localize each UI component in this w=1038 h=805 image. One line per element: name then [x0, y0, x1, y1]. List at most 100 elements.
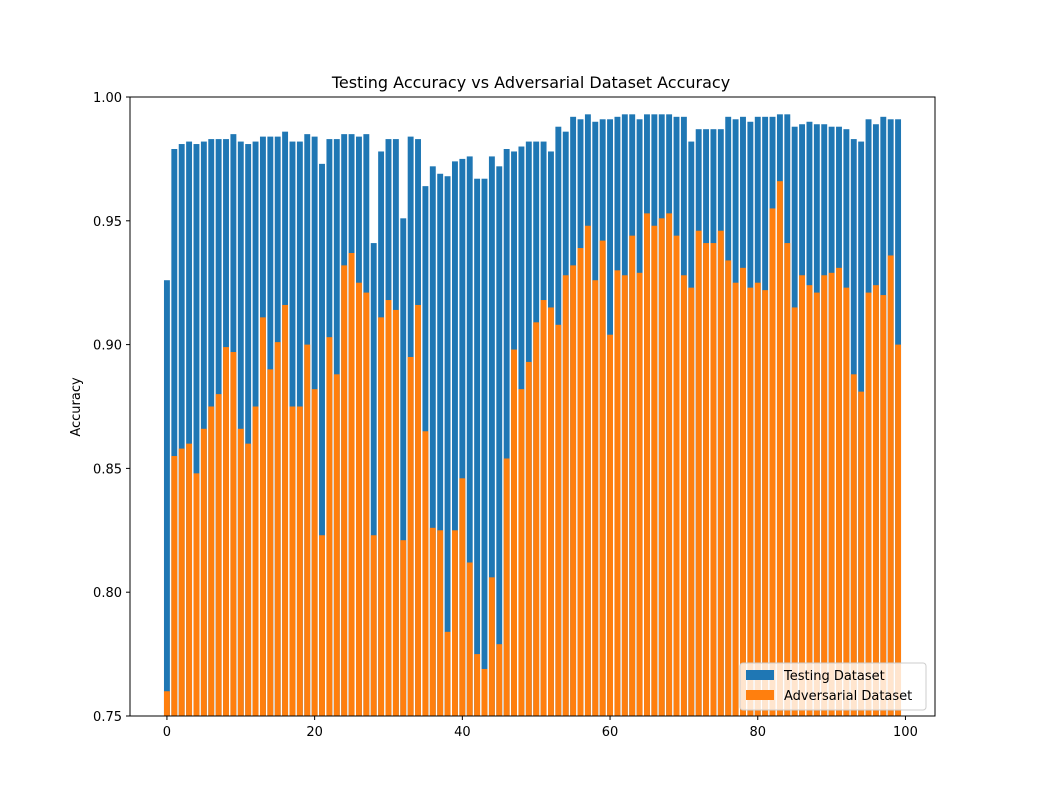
- adversarial-bar-80: [754, 282, 761, 716]
- adversarial-bar-11: [245, 443, 252, 716]
- adversarial-bar-67: [658, 218, 665, 716]
- x-tick-label-60: 60: [602, 725, 619, 740]
- adversarial-bar-10: [237, 428, 244, 716]
- adversarial-bar-68: [666, 213, 673, 716]
- adversarial-bar-4: [193, 473, 200, 716]
- adversarial-bar-16: [282, 304, 289, 716]
- testing-bar-36: [429, 166, 436, 716]
- testing-bar-32: [400, 218, 407, 716]
- adversarial-bar-61: [614, 270, 621, 716]
- adversarial-bar-74: [710, 243, 717, 716]
- testing-bar-40: [459, 158, 466, 716]
- adversarial-bar-15: [274, 342, 281, 716]
- adversarial-bar-54: [562, 275, 569, 716]
- x-tick-label-0: 0: [163, 725, 171, 740]
- adversarial-bar-47: [511, 349, 517, 716]
- adversarial-bar-20: [311, 389, 318, 716]
- testing-bar-2: [178, 144, 185, 717]
- adversarial-bar-56: [577, 248, 584, 717]
- legend-swatch-adversarial: [746, 690, 774, 700]
- adversarial-bar-95: [865, 292, 872, 716]
- legend-box: [739, 662, 927, 711]
- adversarial-bar-48: [518, 389, 525, 716]
- adversarial-bar-84: [784, 243, 791, 716]
- adversarial-bar-40: [459, 478, 466, 716]
- adversarial-bar-77: [732, 282, 739, 716]
- adversarial-bar-63: [629, 235, 636, 716]
- adversarial-bar-98: [887, 255, 894, 716]
- adversarial-bar-0: [163, 691, 170, 716]
- adversarial-bar-3: [186, 443, 193, 716]
- legend-label-testing: Testing Dataset: [783, 669, 885, 684]
- testing-bar-39: [452, 161, 458, 716]
- legend-label-adversarial: Adversarial Dataset: [784, 689, 912, 704]
- adversarial-bar-27: [363, 292, 370, 716]
- adversarial-bar-26: [355, 282, 362, 716]
- adversarial-bar-29: [378, 317, 385, 716]
- adversarial-bar-85: [791, 307, 798, 716]
- testing-bar-41: [466, 156, 473, 717]
- adversarial-bar-36: [429, 527, 436, 716]
- testing-bar-42: [474, 178, 481, 716]
- testing-bar-45: [496, 166, 503, 716]
- testing-bar-43: [481, 178, 488, 716]
- adversarial-bar-41: [466, 562, 473, 716]
- adversarial-bar-91: [836, 267, 842, 716]
- adversarial-bar-32: [400, 540, 407, 716]
- adversarial-bar-19: [304, 344, 311, 716]
- adversarial-bar-66: [651, 225, 658, 716]
- adversarial-bar-59: [599, 240, 606, 717]
- y-axis: 0.75 0.80 0.85 0.90 0.95 1.00: [93, 91, 130, 725]
- adversarial-bar-25: [348, 252, 355, 717]
- adversarial-bar-44: [488, 577, 495, 716]
- y-tick-label-0.80: 0.80: [93, 586, 122, 601]
- adversarial-bar-73: [703, 243, 710, 716]
- adversarial-bar-8: [223, 347, 229, 716]
- adversarial-bar-72: [695, 230, 702, 716]
- testing-bar-0: [163, 280, 170, 716]
- bars-layer: [163, 114, 902, 717]
- adversarial-bar-58: [592, 280, 599, 716]
- legend: Testing Dataset Adversarial Dataset: [739, 662, 927, 711]
- adversarial-bar-92: [843, 287, 850, 716]
- adversarial-bar-86: [799, 275, 806, 716]
- y-tick-label-0.95: 0.95: [93, 215, 122, 230]
- x-tick-label-80: 80: [749, 725, 766, 740]
- adversarial-bar-71: [688, 287, 695, 716]
- testing-bar-44: [488, 156, 495, 717]
- adversarial-bar-60: [607, 334, 613, 716]
- plot-frame: [129, 96, 936, 717]
- x-tick-label-100: 100: [893, 725, 918, 740]
- adversarial-bar-90: [828, 272, 835, 716]
- adversarial-bar-39: [452, 530, 458, 716]
- adversarial-bar-83: [776, 181, 783, 716]
- adversarial-bar-22: [326, 337, 333, 716]
- adversarial-bar-50: [533, 322, 540, 716]
- adversarial-bar-62: [621, 275, 628, 716]
- y-tick-label-0.90: 0.90: [93, 339, 122, 354]
- series-adversarial: [163, 181, 902, 717]
- adversarial-bar-43: [481, 668, 488, 716]
- adversarial-bar-55: [570, 265, 577, 716]
- adversarial-bar-49: [525, 361, 532, 716]
- adversarial-bar-28: [370, 535, 377, 716]
- testing-bar-21: [319, 163, 325, 717]
- adversarial-bar-75: [717, 230, 724, 716]
- adversarial-bar-21: [319, 535, 325, 716]
- adversarial-bar-35: [422, 431, 429, 716]
- adversarial-bar-97: [880, 295, 887, 716]
- adversarial-bar-45: [496, 644, 503, 716]
- legend-swatch-testing: [746, 670, 774, 680]
- adversarial-bar-99: [895, 344, 902, 716]
- adversarial-bar-1: [171, 456, 178, 716]
- adversarial-bar-89: [821, 275, 828, 716]
- y-tick-label-0.85: 0.85: [93, 462, 122, 477]
- adversarial-bar-6: [208, 406, 215, 716]
- adversarial-bar-52: [548, 307, 554, 716]
- adversarial-bar-7: [215, 394, 222, 716]
- adversarial-bar-17: [289, 406, 296, 716]
- adversarial-bar-96: [872, 285, 879, 716]
- adversarial-bar-93: [850, 374, 857, 716]
- adversarial-bar-18: [296, 406, 303, 716]
